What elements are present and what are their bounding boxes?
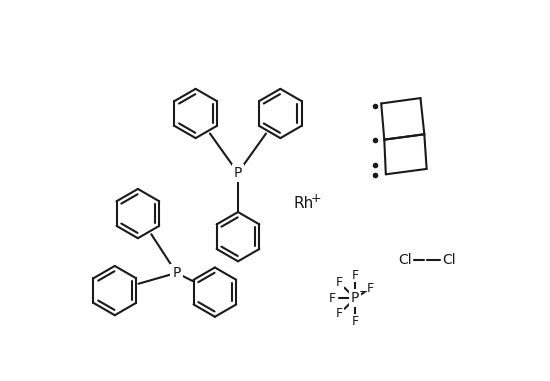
Text: Rh: Rh xyxy=(293,196,314,211)
Text: −: − xyxy=(359,287,368,297)
Text: F: F xyxy=(351,315,359,328)
Text: F: F xyxy=(351,269,359,282)
Text: Cl: Cl xyxy=(398,253,412,267)
Text: +: + xyxy=(310,192,321,205)
Text: F: F xyxy=(328,292,336,305)
Text: F: F xyxy=(336,307,343,320)
Text: F: F xyxy=(336,276,343,290)
Text: F: F xyxy=(367,282,374,295)
Text: P: P xyxy=(351,291,359,305)
Text: Cl: Cl xyxy=(442,253,456,267)
Text: P: P xyxy=(234,166,242,180)
Text: P: P xyxy=(172,266,180,280)
